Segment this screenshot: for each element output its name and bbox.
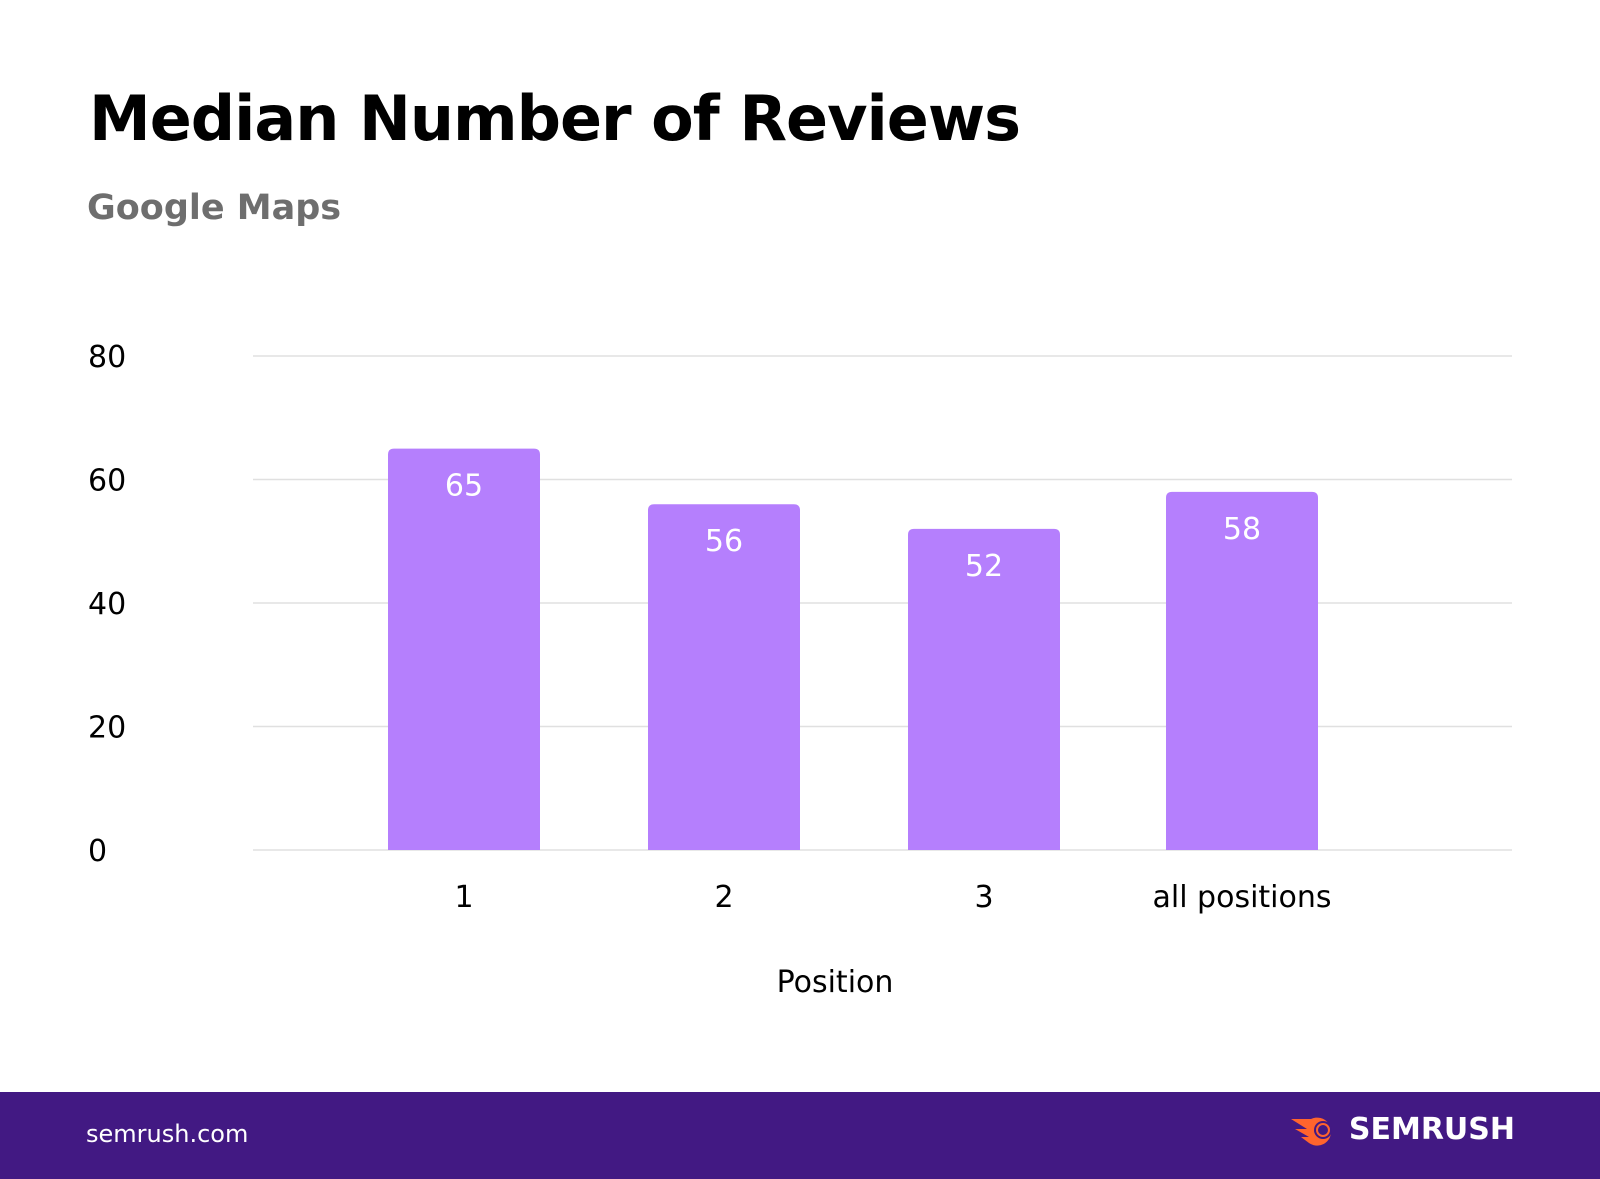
y-tick-label: 40 — [88, 587, 126, 622]
x-tick-label: 3 — [974, 880, 993, 915]
semrush-fireball-icon — [1290, 1117, 1332, 1146]
brand-name: SEMRUSH — [1348, 1112, 1515, 1147]
semrush-logo: SEMRUSH — [1289, 1112, 1515, 1147]
y-tick-label: 60 — [88, 464, 126, 499]
data-label: 65 — [445, 469, 483, 504]
y-tick-label: 20 — [88, 711, 126, 746]
y-tick-label: 0 — [88, 834, 107, 869]
footer: semrush.com SEMRUSH — [0, 1092, 1600, 1179]
data-label: 56 — [705, 524, 743, 559]
site-url: semrush.com — [86, 1120, 249, 1148]
chart-title: Median Number of Reviews — [89, 82, 1021, 155]
bar-chart: 0 20 40 60 80 65 1 56 2 52 3 58 all positions Positio… — [88, 340, 1512, 1000]
bar — [1166, 491, 1318, 850]
x-tick-label: 2 — [714, 880, 733, 915]
y-tick-label: 80 — [88, 340, 126, 375]
bar — [648, 504, 800, 850]
data-label: 58 — [1223, 512, 1261, 547]
bar — [908, 528, 1060, 850]
x-tick-label: 1 — [454, 880, 473, 915]
bar — [388, 448, 540, 850]
x-tick-label: all positions — [1152, 880, 1331, 915]
chart-subtitle: Google Maps — [87, 188, 342, 228]
x-axis-label: Position — [777, 965, 894, 1000]
data-label: 52 — [965, 549, 1003, 584]
